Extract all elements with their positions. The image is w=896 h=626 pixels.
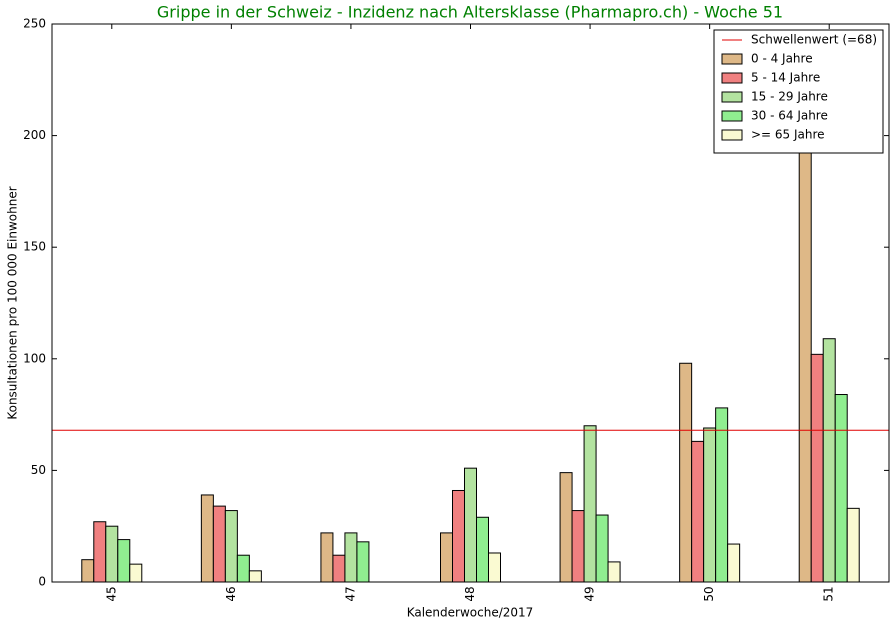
bar — [727, 543, 741, 583]
bar — [834, 394, 848, 583]
x-tick-label: 49 — [583, 586, 597, 601]
legend-label: >= 65 Jahre — [751, 128, 825, 142]
legend-swatch — [721, 72, 743, 84]
bar — [846, 507, 860, 583]
bar — [559, 472, 573, 583]
bar — [320, 532, 334, 583]
y-tick-label: 150 — [23, 240, 46, 254]
legend-label: Schwellenwert (=68) — [751, 33, 877, 47]
legend-label: 5 - 14 Jahre — [751, 71, 820, 85]
bar — [464, 467, 477, 583]
bar — [452, 489, 465, 583]
bar — [595, 514, 609, 583]
bar — [200, 494, 214, 583]
x-axis-label: Kalenderwoche/2017 — [407, 606, 534, 620]
bar — [344, 532, 358, 583]
y-tick-label: 200 — [23, 128, 46, 142]
bar — [798, 101, 812, 583]
x-tick-label: 48 — [463, 586, 477, 601]
legend-swatch — [721, 110, 743, 122]
bar — [93, 521, 107, 583]
x-tick-label: 45 — [104, 586, 118, 601]
bar — [332, 554, 346, 583]
bar — [224, 510, 238, 583]
bar — [715, 407, 729, 583]
x-tick-label: 50 — [702, 586, 716, 601]
bar — [248, 570, 262, 583]
bar — [679, 362, 693, 583]
bar — [356, 541, 370, 583]
bar — [81, 559, 95, 583]
bar — [476, 516, 489, 583]
bar — [607, 561, 621, 583]
bar — [571, 510, 585, 583]
x-tick-label: 46 — [224, 586, 238, 601]
bar — [129, 563, 143, 583]
legend-label: 15 - 29 Jahre — [751, 90, 828, 104]
legend-label: 0 - 4 Jahre — [751, 52, 813, 66]
x-tick-label: 47 — [343, 586, 357, 601]
bar — [117, 539, 131, 583]
x-tick-label: 51 — [822, 586, 836, 601]
y-tick-label: 50 — [31, 463, 46, 477]
legend: Schwellenwert (=68) 0 - 4 Jahre 5 - 14 Jah… — [713, 29, 884, 154]
y-tick-label: 100 — [23, 351, 46, 365]
bar — [105, 525, 119, 583]
bar — [440, 532, 453, 583]
legend-swatch — [721, 53, 743, 65]
y-axis-label: Konsultationen pro 100 000 Einwohner — [6, 186, 20, 419]
plot-frame — [51, 23, 890, 583]
legend-label: 30 - 64 Jahre — [751, 109, 828, 123]
bar — [236, 554, 250, 583]
bar — [583, 425, 597, 583]
bar — [691, 440, 705, 583]
chart-title: Grippe in der Schweiz - Inzidenz nach Al… — [157, 3, 783, 22]
bar — [488, 552, 501, 583]
legend-swatch — [721, 129, 743, 141]
bar — [212, 505, 226, 583]
bar — [822, 338, 836, 583]
legend-swatch — [721, 91, 743, 103]
y-tick-label: 0 — [38, 575, 46, 589]
bar — [810, 353, 824, 583]
y-tick-label: 250 — [23, 17, 46, 31]
bar — [703, 427, 717, 583]
